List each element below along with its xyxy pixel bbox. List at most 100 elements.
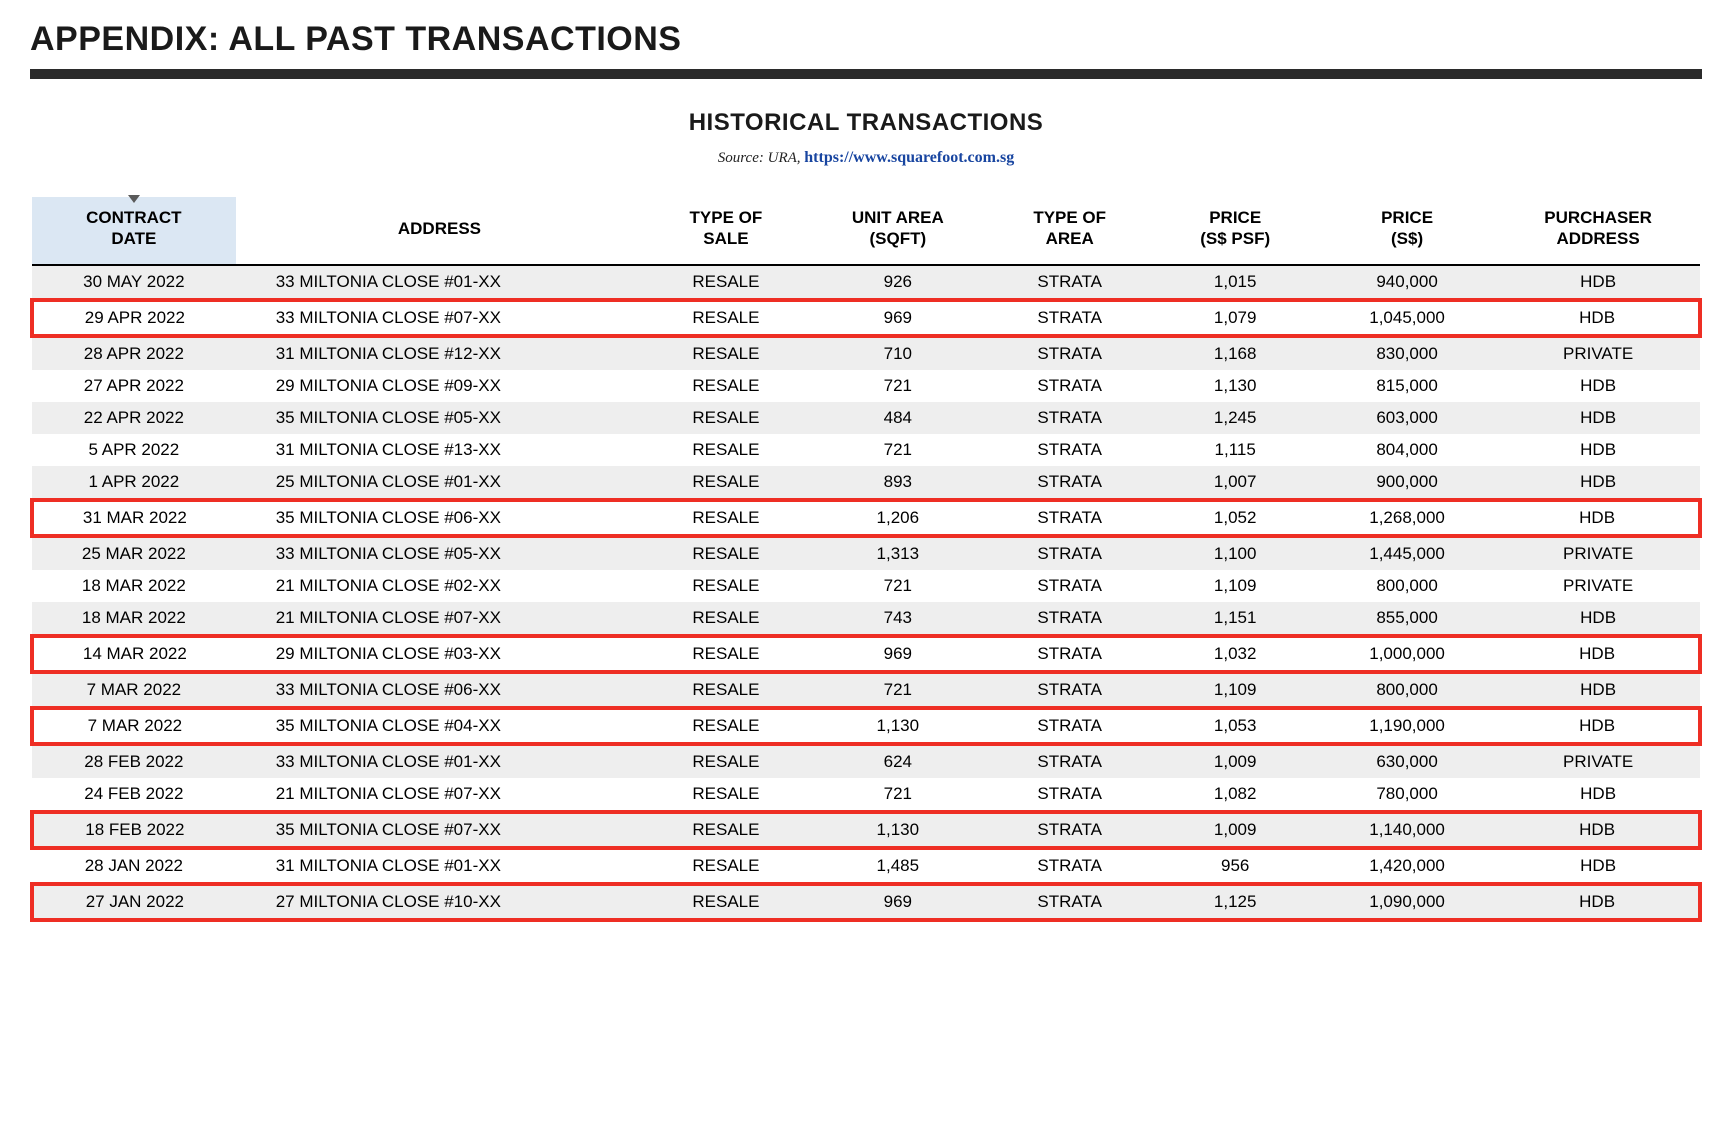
section-title: HISTORICAL TRANSACTIONS [30, 109, 1702, 137]
cell-psf: 1,130 [1152, 370, 1318, 402]
cell-purchaser: HDB [1496, 812, 1700, 848]
cell-area_type: STRATA [987, 466, 1153, 500]
cell-sale_type: RESALE [643, 884, 809, 920]
column-header-purchaser[interactable]: PURCHASER ADDRESS [1496, 197, 1700, 265]
cell-area_sqft: 1,130 [809, 708, 987, 744]
column-header-area_sqft[interactable]: UNIT AREA (SQFT) [809, 197, 987, 265]
cell-address: 29 MILTONIA CLOSE #09-XX [236, 370, 643, 402]
cell-purchaser: HDB [1496, 636, 1700, 672]
cell-address: 33 MILTONIA CLOSE #06-XX [236, 672, 643, 708]
cell-price: 1,420,000 [1318, 848, 1496, 884]
cell-date: 27 APR 2022 [32, 370, 236, 402]
cell-area_type: STRATA [987, 336, 1153, 370]
source-line: Source: URA, https://www.squarefoot.com.… [30, 149, 1702, 167]
cell-purchaser: HDB [1496, 370, 1700, 402]
column-header-area_type[interactable]: TYPE OF AREA [987, 197, 1153, 265]
cell-address: 21 MILTONIA CLOSE #07-XX [236, 602, 643, 636]
column-header-psf[interactable]: PRICE (S$ PSF) [1152, 197, 1318, 265]
table-row: 28 APR 202231 MILTONIA CLOSE #12-XXRESAL… [32, 336, 1700, 370]
cell-area_sqft: 624 [809, 744, 987, 778]
cell-purchaser: PRIVATE [1496, 570, 1700, 602]
cell-address: 29 MILTONIA CLOSE #03-XX [236, 636, 643, 672]
cell-area_type: STRATA [987, 370, 1153, 402]
cell-address: 33 MILTONIA CLOSE #05-XX [236, 536, 643, 570]
cell-sale_type: RESALE [643, 336, 809, 370]
cell-address: 35 MILTONIA CLOSE #06-XX [236, 500, 643, 536]
column-header-price[interactable]: PRICE (S$) [1318, 197, 1496, 265]
cell-psf: 1,151 [1152, 602, 1318, 636]
cell-purchaser: HDB [1496, 708, 1700, 744]
table-row: 28 FEB 202233 MILTONIA CLOSE #01-XXRESAL… [32, 744, 1700, 778]
table-row: 18 FEB 202235 MILTONIA CLOSE #07-XXRESAL… [32, 812, 1700, 848]
cell-address: 31 MILTONIA CLOSE #01-XX [236, 848, 643, 884]
cell-price: 1,190,000 [1318, 708, 1496, 744]
cell-date: 22 APR 2022 [32, 402, 236, 434]
cell-address: 33 MILTONIA CLOSE #07-XX [236, 300, 643, 336]
cell-address: 33 MILTONIA CLOSE #01-XX [236, 744, 643, 778]
cell-purchaser: HDB [1496, 602, 1700, 636]
cell-area_sqft: 1,485 [809, 848, 987, 884]
cell-date: 29 APR 2022 [32, 300, 236, 336]
cell-area_type: STRATA [987, 300, 1153, 336]
cell-purchaser: PRIVATE [1496, 336, 1700, 370]
table-body: 30 MAY 202233 MILTONIA CLOSE #01-XXRESAL… [32, 265, 1700, 920]
cell-sale_type: RESALE [643, 466, 809, 500]
column-header-date[interactable]: CONTRACT DATE [32, 197, 236, 265]
cell-area_sqft: 893 [809, 466, 987, 500]
table-row: 18 MAR 202221 MILTONIA CLOSE #07-XXRESAL… [32, 602, 1700, 636]
cell-area_type: STRATA [987, 500, 1153, 536]
cell-purchaser: HDB [1496, 778, 1700, 812]
cell-area_sqft: 969 [809, 300, 987, 336]
cell-sale_type: RESALE [643, 708, 809, 744]
column-header-address[interactable]: ADDRESS [236, 197, 643, 265]
cell-date: 28 JAN 2022 [32, 848, 236, 884]
sort-arrow-down-icon [128, 195, 140, 203]
cell-sale_type: RESALE [643, 300, 809, 336]
cell-sale_type: RESALE [643, 370, 809, 402]
cell-date: 31 MAR 2022 [32, 500, 236, 536]
cell-area_type: STRATA [987, 570, 1153, 602]
table-row: 22 APR 202235 MILTONIA CLOSE #05-XXRESAL… [32, 402, 1700, 434]
cell-area_sqft: 1,206 [809, 500, 987, 536]
table-row: 29 APR 202233 MILTONIA CLOSE #07-XXRESAL… [32, 300, 1700, 336]
cell-address: 31 MILTONIA CLOSE #13-XX [236, 434, 643, 466]
cell-area_sqft: 721 [809, 370, 987, 402]
table-row: 24 FEB 202221 MILTONIA CLOSE #07-XXRESAL… [32, 778, 1700, 812]
cell-date: 18 MAR 2022 [32, 570, 236, 602]
cell-sale_type: RESALE [643, 672, 809, 708]
cell-price: 900,000 [1318, 466, 1496, 500]
cell-address: 21 MILTONIA CLOSE #07-XX [236, 778, 643, 812]
cell-address: 25 MILTONIA CLOSE #01-XX [236, 466, 643, 500]
cell-price: 815,000 [1318, 370, 1496, 402]
cell-price: 800,000 [1318, 570, 1496, 602]
cell-date: 27 JAN 2022 [32, 884, 236, 920]
cell-area_type: STRATA [987, 884, 1153, 920]
source-link[interactable]: https://www.squarefoot.com.sg [804, 149, 1014, 166]
cell-address: 35 MILTONIA CLOSE #07-XX [236, 812, 643, 848]
cell-psf: 1,082 [1152, 778, 1318, 812]
cell-date: 25 MAR 2022 [32, 536, 236, 570]
cell-price: 1,445,000 [1318, 536, 1496, 570]
cell-psf: 1,115 [1152, 434, 1318, 466]
cell-area_type: STRATA [987, 744, 1153, 778]
cell-psf: 1,032 [1152, 636, 1318, 672]
table-row: 5 APR 202231 MILTONIA CLOSE #13-XXRESALE… [32, 434, 1700, 466]
cell-area_sqft: 1,313 [809, 536, 987, 570]
cell-sale_type: RESALE [643, 636, 809, 672]
cell-area_type: STRATA [987, 848, 1153, 884]
cell-area_type: STRATA [987, 672, 1153, 708]
cell-date: 1 APR 2022 [32, 466, 236, 500]
transactions-table: CONTRACT DATEADDRESSTYPE OF SALEUNIT ARE… [30, 197, 1702, 922]
cell-purchaser: HDB [1496, 848, 1700, 884]
appendix-title: APPENDIX: ALL PAST TRANSACTIONS [30, 20, 1702, 59]
cell-purchaser: HDB [1496, 884, 1700, 920]
source-label: Source: URA, [718, 150, 805, 166]
column-header-sale_type[interactable]: TYPE OF SALE [643, 197, 809, 265]
cell-sale_type: RESALE [643, 778, 809, 812]
cell-price: 830,000 [1318, 336, 1496, 370]
cell-area_sqft: 710 [809, 336, 987, 370]
thick-divider [30, 69, 1702, 79]
cell-purchaser: PRIVATE [1496, 536, 1700, 570]
table-header: CONTRACT DATEADDRESSTYPE OF SALEUNIT ARE… [32, 197, 1700, 265]
cell-psf: 1,015 [1152, 265, 1318, 300]
